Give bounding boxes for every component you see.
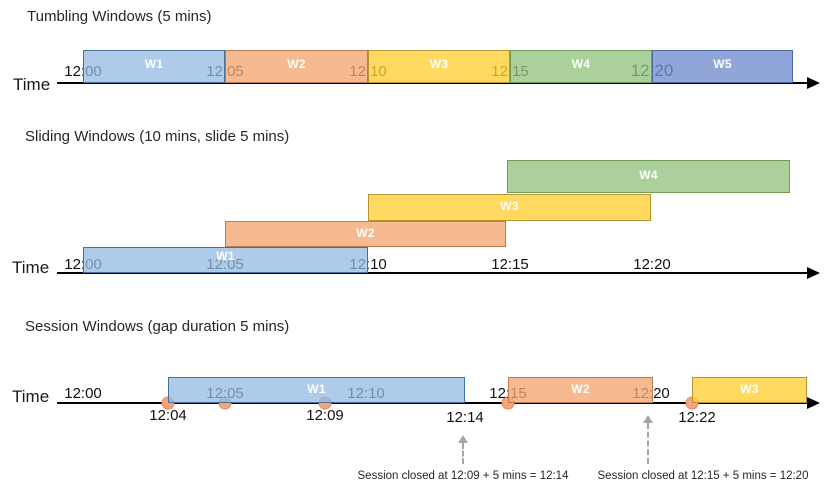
dashed-arrow-up-icon bbox=[458, 435, 468, 443]
window-label: W1 bbox=[307, 382, 326, 396]
tumbling-time-axis-label: Time bbox=[13, 75, 51, 94]
tumbling-window-w5 bbox=[652, 50, 793, 83]
event-time-label: 12:04 bbox=[149, 407, 187, 424]
window-label: W2 bbox=[287, 57, 306, 71]
window-label: W1 bbox=[144, 57, 164, 71]
session-window-w3 bbox=[692, 377, 807, 403]
session-window-w1 bbox=[168, 377, 465, 403]
session-timeline-arrow-icon bbox=[807, 396, 820, 409]
sliding-time-axis-label: Time bbox=[12, 258, 50, 277]
sliding-window-w4 bbox=[507, 160, 790, 193]
tumbling-timeline-arrow-icon bbox=[807, 76, 820, 89]
session-closed-annotation: Session closed at 12:09 + 5 mins = 12:14 bbox=[357, 470, 569, 482]
sliding-window-w1 bbox=[83, 247, 368, 273]
window-label: W2 bbox=[356, 226, 375, 240]
tick-label: 12:00 bbox=[64, 385, 102, 402]
session-time-axis-label: Time bbox=[12, 387, 50, 406]
sliding-timeline-arrow-icon bbox=[807, 266, 820, 279]
dashed-arrow-up-icon bbox=[643, 415, 653, 423]
tumbling-window-w3 bbox=[368, 50, 510, 83]
tick-label: 12:15 bbox=[491, 256, 529, 273]
session-closed-annotation: Session closed at 12:15 + 5 mins = 12:20 bbox=[597, 470, 809, 482]
tick-label: 12:20 bbox=[633, 256, 671, 273]
tumbling-section-title: Tumbling Windows (5 mins) bbox=[27, 8, 212, 25]
session-timeline bbox=[57, 402, 808, 404]
sliding-section-title: Sliding Windows (10 mins, slide 5 mins) bbox=[25, 128, 290, 145]
dashed-arrow-line bbox=[462, 443, 464, 464]
session-window-w2 bbox=[508, 377, 653, 403]
tumbling-window-w1 bbox=[83, 50, 225, 83]
event-time-label: 12:09 bbox=[306, 407, 344, 424]
window-label: W2 bbox=[571, 382, 590, 396]
window-label: W5 bbox=[713, 57, 732, 71]
session-section-title: Session Windows (gap duration 5 mins) bbox=[25, 318, 290, 335]
window-label: W3 bbox=[429, 57, 449, 71]
window-label: W1 bbox=[216, 249, 235, 263]
window-label: W4 bbox=[571, 57, 591, 71]
event-time-label: 12:14 bbox=[446, 409, 484, 426]
sliding-window-w2 bbox=[225, 221, 506, 247]
tumbling-window-w4 bbox=[510, 50, 652, 83]
window-label: W4 bbox=[639, 168, 658, 182]
sliding-timeline bbox=[57, 272, 808, 274]
window-label: W3 bbox=[500, 199, 519, 213]
window-label: W3 bbox=[740, 382, 759, 396]
sliding-window-w3 bbox=[368, 194, 651, 221]
event-time-label: 12:22 bbox=[678, 409, 716, 426]
tumbling-window-w2 bbox=[225, 50, 368, 83]
dashed-arrow-line bbox=[647, 423, 649, 464]
tumbling-timeline bbox=[57, 82, 808, 84]
